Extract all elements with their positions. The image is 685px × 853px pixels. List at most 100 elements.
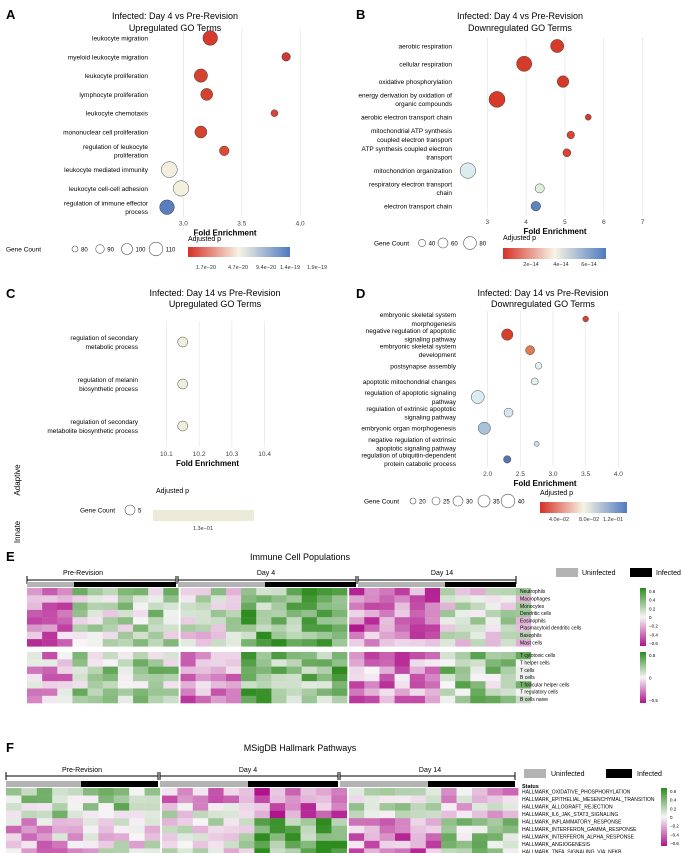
heatmap-cell (472, 825, 488, 834)
heatmap-cell (117, 681, 134, 689)
heatmap-cell (424, 695, 441, 704)
heatmap-cell (133, 666, 149, 675)
heatmap-cell (364, 688, 380, 696)
heatmap-cell (271, 688, 287, 696)
heatmap-cell (163, 639, 179, 647)
heatmap-cell (485, 652, 501, 660)
heatmap-cell (440, 595, 456, 603)
heatmap-cell (241, 688, 257, 696)
heatmap-cell (208, 833, 224, 842)
adjusted-p-colorbar (503, 248, 606, 259)
heatmap-cell (6, 840, 22, 849)
heatmap-cell (485, 681, 501, 689)
heatmap-cell (502, 840, 519, 849)
heatmap-cell (36, 825, 53, 834)
heatmap-cell (113, 840, 130, 849)
heatmap-cell (87, 609, 103, 618)
heatmap-cell (440, 639, 456, 647)
heatmap-cell (210, 681, 227, 689)
x-tick-label: 3.5 (237, 221, 246, 228)
term-dot (585, 113, 592, 121)
heatmap-cell (271, 624, 287, 632)
heatmap-cell (300, 788, 317, 796)
heatmap-cell (42, 639, 58, 647)
row-label: T cells (520, 668, 535, 674)
heatmap-cell (271, 617, 287, 625)
heatmap-cell (331, 833, 347, 842)
heatmap-cell (148, 688, 164, 696)
heatmap-cell (83, 818, 99, 826)
panel-f-infected-label: Infected (637, 771, 662, 778)
status-bar-segment (160, 781, 248, 787)
heatmap-cell (424, 609, 441, 618)
row-label: Neutrophils (520, 589, 546, 595)
heatmap-cell (500, 673, 516, 682)
term-label: pathway (432, 399, 457, 406)
heatmap-cell (316, 666, 333, 675)
row-label: Monocytes (520, 604, 545, 610)
heatmap-cell (316, 659, 333, 667)
panel-e-group-day14: Day 14 (431, 570, 453, 577)
heatmap-cell (102, 695, 119, 704)
colorbar-tick: −0.2 (670, 824, 679, 829)
heatmap-cell (239, 803, 255, 811)
heatmap-cell (332, 595, 348, 603)
gene-count-legend-title: Gene Count (6, 247, 41, 254)
heatmap-cell (269, 833, 286, 842)
panel-f-uninfected-swatch (524, 769, 546, 778)
heatmap-cell (42, 588, 58, 596)
heatmap-cell (225, 617, 242, 625)
gene-count-legend-value: 90 (107, 248, 114, 254)
heatmap-cell (349, 695, 365, 704)
heatmap-cell (162, 818, 178, 826)
x-axis-label: Fold Enrichment (523, 227, 586, 236)
heatmap-cell (379, 617, 395, 625)
term-label: aerobic electron transport chain (361, 115, 452, 122)
adjusted-p-tick: 1.3e−01 (193, 526, 213, 532)
term-dot (194, 125, 208, 139)
gene-count-legend-circle (148, 241, 164, 257)
colorbar-tick: 0.4 (670, 798, 677, 803)
heatmap-cell (72, 617, 88, 625)
term-label: leukocyte migration (92, 36, 148, 43)
heatmap-cell (332, 609, 348, 618)
heatmap-cell (301, 631, 318, 640)
panel-d-subtitle: Downregulated GO Terms (491, 299, 595, 309)
heatmap-cell (316, 803, 332, 811)
heatmap-cell (364, 810, 380, 819)
heatmap-cell (286, 695, 302, 704)
term-label: lymphocyte proliferation (79, 92, 148, 99)
heatmap-cell (286, 688, 302, 696)
heatmap-cell (379, 652, 395, 660)
heatmap-cell (440, 695, 456, 704)
heatmap-cell (286, 652, 302, 660)
heatmap-cell (301, 617, 318, 625)
heatmap-cell (472, 788, 488, 796)
heatmap-cell (144, 833, 161, 842)
gene-count-legend-circle (452, 495, 464, 507)
heatmap-cell (409, 695, 426, 704)
heatmap-cell (455, 688, 471, 696)
heatmap-cell (241, 631, 257, 640)
heatmap-cell (177, 840, 193, 849)
heatmap-cell (349, 595, 365, 603)
heatmap-cell (256, 588, 272, 596)
term-dot (501, 328, 514, 341)
panel-e: E Immune Cell Populations Pre-Revision D… (6, 464, 681, 704)
term-label: regulation of melanin (78, 377, 139, 384)
heatmap-cell (379, 795, 396, 804)
heatmap-cell (210, 652, 227, 660)
heatmap-cell (83, 840, 99, 849)
status-bar-segment (340, 781, 428, 787)
x-tick-label: 7 (641, 219, 645, 226)
heatmap-cell (515, 595, 532, 603)
heatmap-cell (470, 595, 486, 603)
heatmap-cell (500, 624, 516, 632)
heatmap-cell (409, 666, 426, 675)
heatmap-cell (180, 588, 196, 596)
heatmap-cell (424, 673, 441, 682)
heatmap-cell (364, 624, 380, 632)
heatmap-cell (271, 695, 287, 704)
heatmap-cell (6, 818, 22, 826)
heatmap-cell (225, 595, 242, 603)
